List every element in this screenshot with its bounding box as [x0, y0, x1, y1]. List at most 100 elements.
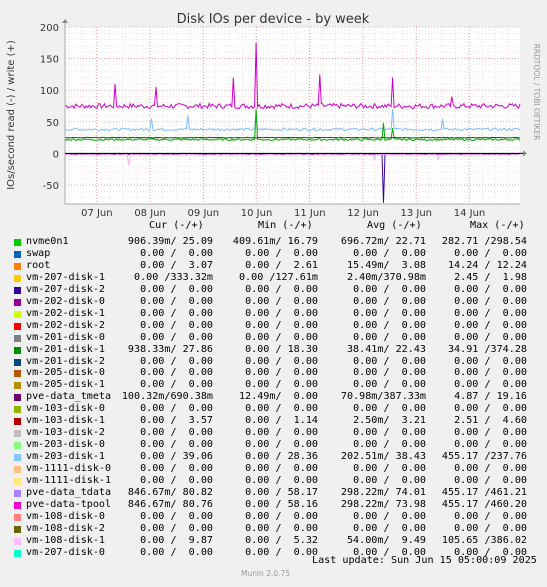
- legend-swatch: [14, 250, 21, 258]
- legend-avg: 0.00 / 0.00: [353, 367, 426, 379]
- legend-min: 0.00 / 0.00: [245, 463, 318, 475]
- y-tick-label: 0: [53, 149, 59, 160]
- legend-row: vm-201-disk-0 0.00 / 0.00 0.00 / 0.00 0.00 …: [0, 332, 547, 344]
- legend-row: vm-203-disk-0 0.00 / 0.00 0.00 / 0.00 0.00 …: [0, 439, 547, 451]
- legend-swatch: [14, 286, 21, 294]
- legend-max: 34.91 /374.28: [447, 343, 527, 355]
- legend-name: vm-207-disk-1: [26, 271, 106, 283]
- legend-cur: 0.00 / 0.00: [140, 463, 213, 475]
- series-nvme0n1: [64, 109, 521, 142]
- legend-min: 0.00 / 0.00: [245, 355, 318, 367]
- chart-area: Disk IOs per device - by week IOs/second…: [6, 12, 541, 219]
- legend-name: vm-1111-disk-1: [26, 475, 112, 486]
- legend-min: 0.00 / 0.00: [245, 307, 318, 319]
- legend-cur: 100.32m/690.38m: [121, 391, 213, 403]
- legend-row: vm-103-disk-2 0.00 / 0.00 0.00 / 0.00 0.00 …: [0, 427, 547, 439]
- legend-cur: 906.39m/ 25.09: [127, 236, 213, 247]
- legend-name: vm-207-disk-2: [26, 283, 106, 295]
- legend-max: 0.00 / 0.00: [454, 546, 527, 558]
- legend-row: root 0.00 / 3.07 0.00 / 2.61 15.49m/ 3.08 14…: [0, 260, 547, 272]
- legend-row: vm-207-disk-1 0.00 /333.32m 0.00 /127.61m 2…: [0, 272, 547, 284]
- x-tick-label: 09 Jun: [188, 208, 220, 219]
- legend-cur: 0.00 / 9.87: [140, 534, 213, 546]
- legend-row: vm-203-disk-1 0.00 / 39.06 0.00 / 28.36 202…: [0, 451, 547, 463]
- legend-avg: 38.41m/ 22.43: [346, 343, 426, 355]
- legend-min: 0.00 / 18.30: [245, 343, 318, 355]
- legend-max: 455.17 /237.76: [441, 451, 527, 463]
- y-axis-label: IOs/second read (-) / write (+): [6, 40, 17, 190]
- legend-name: vm-103-disk-2: [26, 427, 106, 439]
- legend-swatch: [14, 274, 21, 282]
- legend-min: 0.00 / 0.00: [245, 379, 318, 391]
- legend-row: vm-202-disk-1 0.00 / 0.00 0.00 / 0.00 0.00 …: [0, 308, 547, 320]
- legend-min: 0.00 / 58.16: [245, 498, 318, 510]
- legend-name: vm-202-disk-0: [26, 295, 106, 307]
- legend-min: 0.00 / 0.00: [245, 283, 318, 295]
- legend-avg: 0.00 / 0.00: [353, 427, 426, 439]
- legend-row: vm-205-disk-0 0.00 / 0.00 0.00 / 0.00 0.00 …: [0, 367, 547, 379]
- legend-max: 0.00 / 0.00: [454, 427, 527, 439]
- legend-max: 0.00 / 0.00: [454, 307, 527, 319]
- legend-avg: 0.00 / 0.00: [353, 463, 426, 475]
- legend-row: vm-103-disk-1 0.00 / 3.57 0.00 / 1.14 2.50m…: [0, 415, 547, 427]
- rrdtool-watermark: RRDTOOL / TOBI OETIKER: [532, 44, 541, 141]
- legend-name: pve-data_tmeta: [26, 391, 112, 403]
- legend-name: vm-108-disk-2: [26, 522, 106, 534]
- legend-name: vm-201-disk-2: [26, 355, 106, 367]
- last-update-text: Last update: Sun Jun 15 05:00:09 2025: [312, 555, 537, 566]
- plot-background: [65, 27, 520, 204]
- y-axis-arrow: [62, 19, 68, 23]
- legend-avg: 54.00m/ 9.49: [346, 534, 426, 546]
- legend-swatch: [14, 489, 21, 497]
- legend-row: vm-201-disk-1 938.33m/ 27.86 0.00 / 18.30 3…: [0, 344, 547, 356]
- legend-cur: 0.00 / 0.00: [140, 319, 213, 331]
- legend-name: vm-201-disk-1: [26, 343, 106, 355]
- legend-cur: 0.00 / 0.00: [140, 475, 213, 486]
- legend-avg: 0.00 / 0.00: [353, 439, 426, 451]
- legend-cur: 0.00 / 0.00: [140, 546, 213, 558]
- legend-max: 0.00 / 0.00: [454, 522, 527, 534]
- legend-cur: 0.00 / 0.00: [140, 307, 213, 319]
- legend-max: 14.24 / 12.24: [447, 259, 527, 271]
- x-tick-label: 14 Jun: [454, 208, 486, 219]
- legend-cur: 0.00 / 0.00: [140, 355, 213, 367]
- x-tick-label: 12 Jun: [347, 208, 379, 219]
- legend-cur: 0.00 / 0.00: [140, 522, 213, 534]
- legend-row: pve-data-tpool 846.67m/ 80.76 0.00 / 58.16…: [0, 499, 547, 511]
- legend-name: vm-207-disk-0: [26, 546, 106, 558]
- legend-cur: 0.00 / 0.00: [140, 427, 213, 439]
- legend-min: 0.00 / 2.61: [245, 259, 318, 271]
- legend-row: swap 0.00 / 0.00 0.00 / 0.00 0.00 / 0.00 0.0…: [0, 248, 547, 260]
- legend-row: pve-data_tdata 846.67m/ 80.82 0.00 / 58.17…: [0, 487, 547, 499]
- legend-swatch: [14, 334, 21, 342]
- legend-min: 0.00 / 0.00: [245, 367, 318, 379]
- legend-swatch: [14, 418, 21, 426]
- y-tick-label: 200: [40, 23, 59, 34]
- legend-max: 0.00 / 0.00: [454, 283, 527, 295]
- legend-min: 0.00 / 0.00: [245, 510, 318, 522]
- legend-max: 2.51 / 4.60: [454, 415, 527, 427]
- legend-min: 0.00 / 0.00: [245, 331, 318, 343]
- legend-header-avg: Avg (-/+): [367, 220, 422, 231]
- legend-avg: 0.00 / 0.00: [353, 331, 426, 343]
- legend-min: 0.00 / 28.36: [245, 451, 318, 463]
- legend-avg: 0.00 / 0.00: [353, 475, 426, 486]
- legend-max: 0.00 / 0.00: [454, 367, 527, 379]
- x-tick-label: 13 Jun: [400, 208, 432, 219]
- legend-cur: 0.00 / 0.00: [140, 403, 213, 415]
- legend-row: vm-108-disk-0 0.00 / 0.00 0.00 / 0.00 0.00 …: [0, 511, 547, 523]
- y-tick-label: -50: [43, 181, 59, 192]
- legend-swatch: [14, 358, 21, 366]
- legend-name: swap: [26, 247, 51, 259]
- legend-swatch: [14, 382, 21, 390]
- legend-avg: 0.00 / 0.00: [353, 355, 426, 367]
- legend-name: vm-203-disk-1: [26, 451, 106, 463]
- legend-name: pve-data_tdata: [26, 486, 112, 498]
- legend-row: vm-1111-disk-0 0.00 / 0.00 0.00 / 0.00 0.00…: [0, 463, 547, 475]
- legend-name: vm-203-disk-0: [26, 439, 106, 451]
- legend-avg: 0.00 / 0.00: [353, 319, 426, 331]
- legend-cur: 0.00 / 0.00: [140, 295, 213, 307]
- legend-row: nvme0n1 906.39m/ 25.09 409.61m/ 16.79 696.7…: [0, 236, 547, 248]
- legend-name: vm-202-disk-2: [26, 319, 106, 331]
- legend-cur: 0.00 / 0.00: [140, 331, 213, 343]
